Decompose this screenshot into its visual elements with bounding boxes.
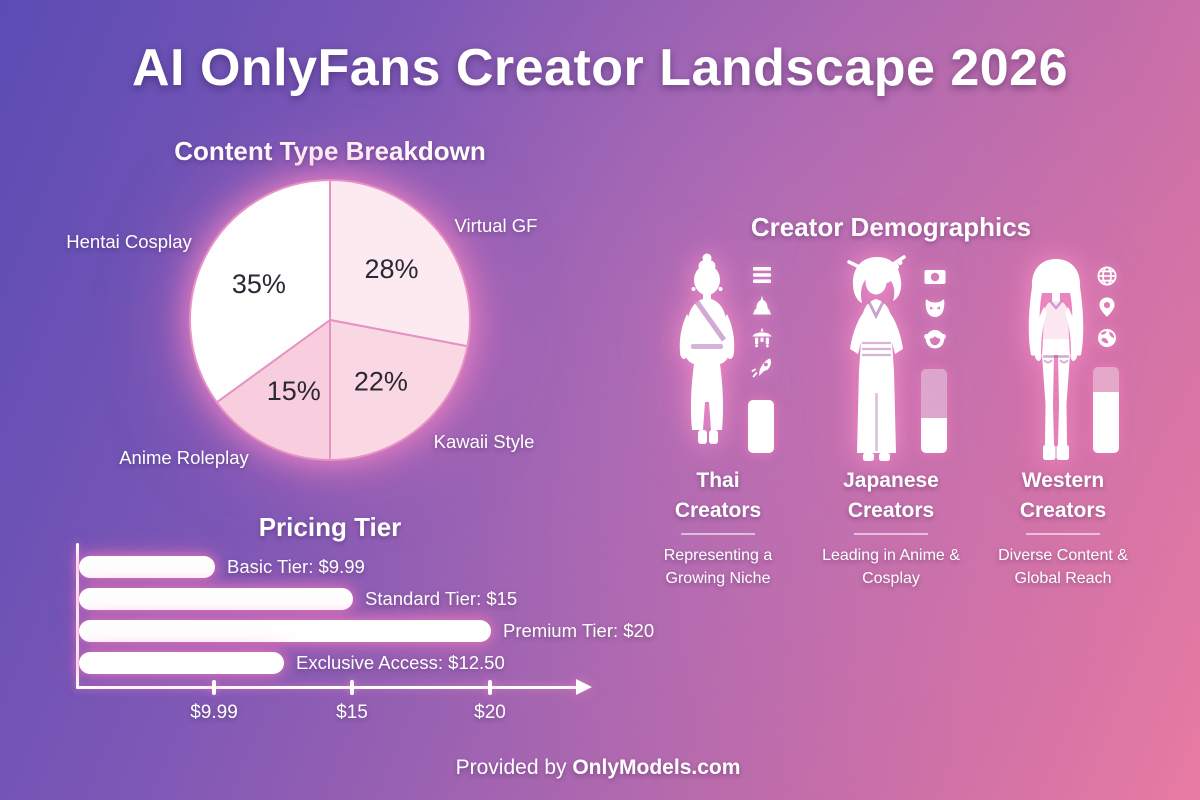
stupa-icon: [753, 295, 771, 315]
thai-divider: [681, 533, 755, 535]
demographics-column-japanese: Japanese Creators Leading in Anime & Cos…: [811, 250, 971, 595]
content-type-pie-chart: 28% 22% 15% 35%: [189, 179, 471, 461]
japanese-creators-name: Japanese Creators: [843, 469, 939, 522]
globe-grid-icon: [1097, 266, 1117, 286]
demographics-column-western: Western Creators Diverse Content & Globa…: [983, 250, 1143, 595]
pricing-x-tick: [488, 680, 492, 695]
pie-value-label: 15%: [267, 376, 321, 406]
page-title: AI OnlyFans Creator Landscape 2026: [131, 39, 1069, 97]
pie-value-label: 22%: [354, 367, 408, 397]
pricing-x-axis-arrow-icon: [576, 679, 592, 695]
pricing-bar-label: Premium Tier: $20: [503, 620, 655, 641]
pricing-bar-premium-tier: [79, 620, 491, 642]
rocket-icon: [751, 358, 771, 378]
pricing-bar-label: Basic Tier: $9.99: [227, 556, 365, 577]
thai-creators-subtitle: Representing a Growing Niche: [663, 547, 773, 588]
japan-flag-icon: [924, 270, 946, 284]
pricing-bar-label: Standard Tier: $15: [365, 588, 518, 609]
location-pin-icon: [1099, 297, 1115, 317]
japanese-divider: [854, 533, 928, 535]
pie-label-kawaii-style: Kawaii Style: [433, 431, 535, 452]
pie-value-label: 35%: [232, 269, 286, 299]
footer-prefix: Provided by: [455, 756, 573, 779]
pie-chart-title: Content Type Breakdown: [174, 136, 486, 166]
pricing-bar-standard-tier: [79, 588, 353, 610]
japanese-meter-bar: [921, 369, 947, 453]
pie-label-virtual-gf: Virtual GF: [454, 215, 538, 236]
pricing-x-tick-label: $20: [474, 702, 506, 723]
pricing-x-tick-label: $9.99: [190, 702, 238, 723]
japanese-woman-figure: [847, 255, 906, 461]
pie-slice-anime-roleplay: [215, 319, 331, 461]
pie-slice-virtual-gf: [329, 179, 471, 348]
thai-meter-bar: [748, 400, 774, 453]
pricing-bar-exclusive-access: [79, 652, 284, 674]
thai-woman-figure: [679, 253, 735, 444]
thai-flag-icon: [753, 267, 771, 283]
pie-label-hentai-cosplay: Hentai Cosplay: [66, 231, 192, 252]
demographics-title: Creator Demographics: [750, 212, 1032, 242]
japanese-creators-subtitle: Leading in Anime & Cosplay: [822, 547, 960, 588]
pie-value-label: 28%: [364, 254, 418, 284]
pricing-bar-label: Exclusive Access: $12.50: [296, 652, 505, 673]
thai-creators-name: Thai Creators: [674, 469, 762, 522]
anime-girl-icon: [924, 330, 946, 349]
western-woman-figure: [1028, 259, 1084, 460]
pie-label-anime-roleplay: Anime Roleplay: [119, 447, 249, 468]
fox-mask-icon: [925, 299, 945, 317]
earth-icon: [1098, 329, 1116, 347]
footer-brand: OnlyModels.com: [572, 756, 741, 779]
pricing-x-tick: [212, 680, 216, 695]
pricing-x-axis: [76, 686, 578, 689]
pagoda-icon: [752, 327, 772, 348]
pie-slice-hentai-cosplay: [189, 179, 331, 404]
pricing-chart-title: Pricing Tier: [258, 512, 402, 542]
western-meter-bar: [1093, 367, 1119, 453]
western-creators-name: Western Creators: [1019, 469, 1107, 522]
pricing-x-tick-label: $15: [336, 702, 368, 723]
western-creators-subtitle: Diverse Content & Global Reach: [998, 547, 1128, 588]
footer-credit: Provided by OnlyModels.com: [456, 756, 741, 780]
pie-slice-kawaii-style: [329, 319, 469, 461]
pricing-bar-basic-tier: [79, 556, 215, 578]
western-divider: [1026, 533, 1100, 535]
pricing-y-axis: [76, 543, 79, 689]
demographics-column-thai: Thai Creators Representing a Growing Nic…: [638, 250, 798, 595]
pricing-x-tick: [350, 680, 354, 695]
